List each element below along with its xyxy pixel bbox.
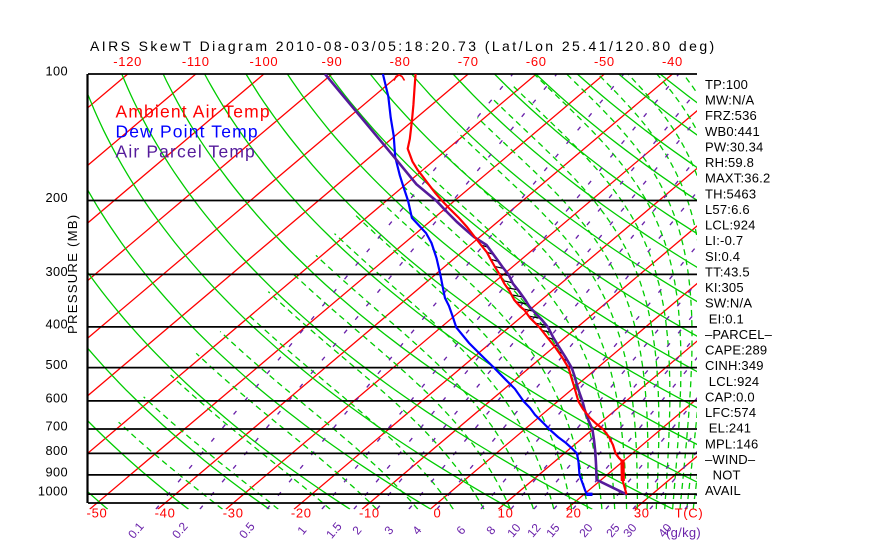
svg-text:-110: -110 [182, 54, 210, 69]
svg-text:Air Parcel Temp: Air Parcel Temp [116, 142, 256, 162]
svg-text:1000: 1000 [38, 484, 68, 499]
svg-text:900: 900 [45, 464, 68, 479]
svg-text:NOT: NOT [705, 468, 741, 483]
svg-text:-20: -20 [291, 506, 312, 521]
svg-text:LCL:924: LCL:924 [705, 374, 759, 389]
svg-text:400: 400 [45, 316, 68, 331]
svg-text:L57:6.6: L57:6.6 [705, 202, 750, 217]
svg-text:-30: -30 [223, 506, 244, 521]
svg-text:MAXT:36.2: MAXT:36.2 [705, 171, 770, 186]
svg-text:–WIND–: –WIND– [705, 452, 756, 467]
svg-text:10: 10 [498, 506, 514, 521]
svg-text:TP:100: TP:100 [705, 77, 748, 92]
svg-text:-50: -50 [87, 506, 108, 521]
svg-text:-90: -90 [322, 54, 343, 69]
svg-text:30: 30 [634, 506, 650, 521]
svg-text:KI:305: KI:305 [705, 280, 744, 295]
svg-text:PW:30.34: PW:30.34 [705, 139, 763, 154]
svg-text:T(C): T(C) [675, 506, 704, 521]
svg-text:TH:5463: TH:5463 [705, 186, 756, 201]
svg-text:Dew Point Temp: Dew Point Temp [116, 122, 259, 142]
svg-text:CINH:349: CINH:349 [705, 358, 764, 373]
svg-text:300: 300 [45, 264, 68, 279]
svg-text:AVAIL: AVAIL [705, 483, 741, 498]
svg-text:-70: -70 [458, 54, 479, 69]
svg-text:SW:N/A: SW:N/A [705, 296, 752, 311]
svg-text:LI:-0.7: LI:-0.7 [705, 233, 743, 248]
svg-text:TT:43.5: TT:43.5 [705, 264, 750, 279]
svg-text:200: 200 [45, 190, 68, 205]
svg-text:800: 800 [45, 443, 68, 458]
svg-text:-120: -120 [113, 54, 142, 69]
svg-text:MW:N/A: MW:N/A [705, 93, 754, 108]
svg-text:-80: -80 [390, 54, 411, 69]
svg-text:-40: -40 [155, 506, 176, 521]
svg-text:20: 20 [566, 506, 582, 521]
svg-text:MPL:146: MPL:146 [705, 436, 758, 451]
svg-text:EL:241: EL:241 [705, 421, 751, 436]
svg-text:100: 100 [45, 64, 68, 79]
svg-text:500: 500 [45, 357, 68, 372]
svg-text:-10: -10 [359, 506, 380, 521]
svg-text:-40: -40 [662, 54, 683, 69]
svg-text:-50: -50 [594, 54, 615, 69]
svg-text:SI:0.4: SI:0.4 [705, 249, 740, 264]
svg-text:PRESSURE (MB): PRESSURE (MB) [65, 214, 80, 334]
svg-text:CAPE:289: CAPE:289 [705, 343, 767, 358]
svg-text:RH:59.8: RH:59.8 [705, 155, 754, 170]
svg-text:EI:0.1: EI:0.1 [705, 311, 744, 326]
svg-text:-100: -100 [249, 54, 278, 69]
svg-text:CAP:0.0: CAP:0.0 [705, 389, 755, 404]
svg-text:0: 0 [434, 506, 442, 521]
svg-text:LFC:574: LFC:574 [705, 405, 756, 420]
svg-text:LCL:924: LCL:924 [705, 218, 756, 233]
svg-text:–PARCEL–: –PARCEL– [705, 327, 773, 342]
svg-text:AIRS SkewT Diagram 2010-08-03/: AIRS SkewT Diagram 2010-08-03/05:18:20.7… [90, 38, 717, 54]
svg-text:-60: -60 [526, 54, 547, 69]
svg-text:FRZ:536: FRZ:536 [705, 108, 757, 123]
svg-text:(g/kg): (g/kg) [666, 525, 701, 540]
svg-text:WB0:441: WB0:441 [705, 124, 760, 139]
svg-text:700: 700 [45, 419, 68, 434]
svg-text:600: 600 [45, 390, 68, 405]
svg-text:Ambient Air Temp: Ambient Air Temp [116, 101, 271, 121]
